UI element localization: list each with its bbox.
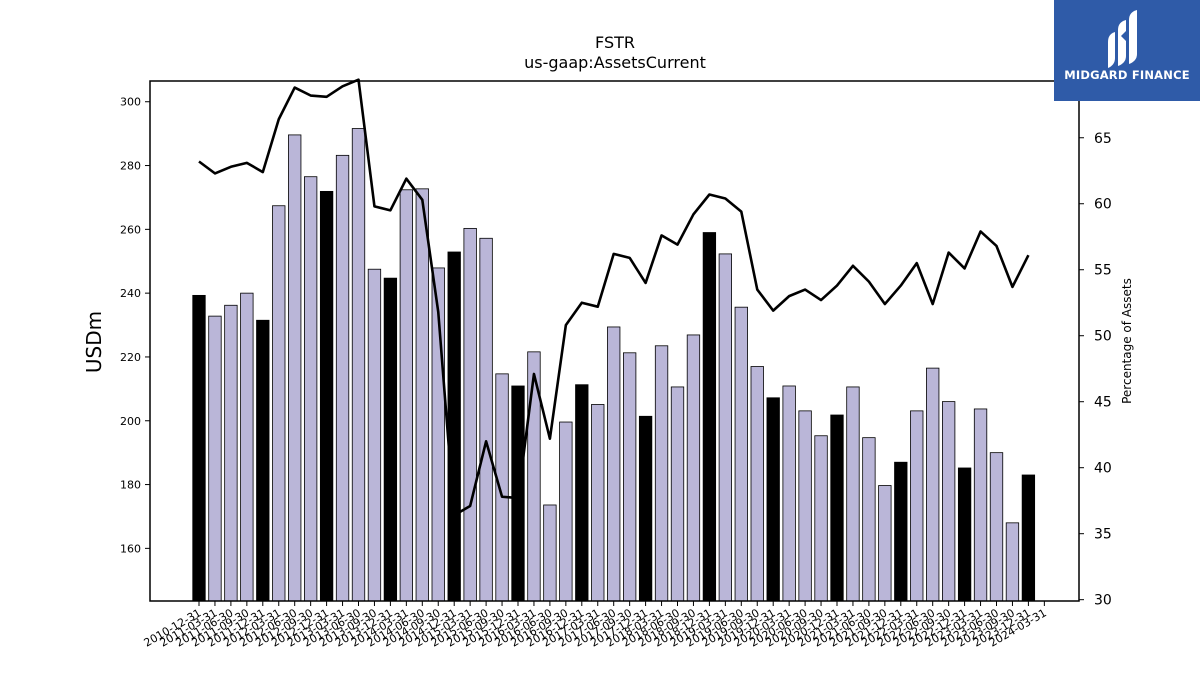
bar-2017-12-31 [638, 415, 653, 602]
bar-2021-12-31 [894, 461, 908, 602]
bar-2015-09-30 [495, 373, 509, 602]
y2-tick-label: 55 [1094, 263, 1112, 279]
logo-text: MIDGARD FINANCE [1064, 68, 1190, 82]
bar-2022-06-30 [926, 367, 940, 602]
bar-2013-03-31 [335, 154, 350, 602]
y-tick-label: 200 [120, 415, 141, 428]
bar-2015-06-30 [479, 237, 493, 602]
bar-2011-03-31 [208, 315, 222, 602]
bar-2010-12-31 [192, 294, 206, 602]
bar-2018-03-31 [654, 345, 669, 602]
bar-2016-12-31 [575, 384, 589, 602]
bar-2014-03-31 [399, 189, 414, 602]
bar-2022-09-30 [942, 401, 956, 602]
bar-2016-06-30 [543, 504, 557, 602]
y2-tick-label: 65 [1094, 131, 1112, 147]
y2-tick-label: 40 [1094, 461, 1112, 477]
midgard-finance-logo: MIDGARD FINANCE [1054, 0, 1200, 101]
bar-2011-12-31 [256, 319, 270, 602]
y-tick-label: 300 [120, 96, 141, 109]
bar-2013-09-30 [367, 268, 382, 602]
y-tick-label: 280 [120, 160, 141, 173]
bar-2023-06-30 [989, 452, 1004, 602]
bar-2019-03-31 [718, 253, 732, 602]
bar-2018-09-30 [686, 334, 701, 602]
y-tick-label: 160 [120, 542, 141, 555]
bar-2022-12-31 [957, 467, 972, 602]
bar-2014-06-30 [415, 188, 429, 602]
bar-2023-09-30 [1005, 522, 1020, 602]
bar-2018-12-31 [702, 232, 717, 602]
y-tick-label: 220 [120, 351, 141, 364]
bar-2016-09-30 [559, 421, 573, 602]
bar-2013-06-30 [351, 128, 366, 602]
bar-2015-03-31 [463, 227, 477, 602]
bar-2021-09-30 [878, 485, 892, 602]
bar-2020-09-30 [814, 435, 828, 602]
bar-2023-03-31 [973, 408, 988, 602]
bar-2021-03-31 [846, 386, 860, 602]
bar-2018-06-30 [670, 386, 685, 602]
bar-2017-06-30 [607, 326, 621, 602]
bar-2020-03-31 [782, 385, 796, 602]
y-tick-label: 260 [120, 223, 141, 236]
bar-2012-06-30 [288, 134, 302, 602]
percentage-line [198, 78, 1030, 517]
bar-2017-03-31 [591, 404, 605, 602]
bar-2019-09-30 [750, 366, 764, 602]
y2-tick-label: 60 [1094, 197, 1112, 213]
bar-2023-12-31 [1021, 474, 1036, 602]
chart-subtitle: us-gaap:AssetsCurrent [524, 53, 706, 72]
y2-tick-label: 35 [1094, 527, 1112, 543]
y2-tick-label: 30 [1094, 593, 1112, 609]
bar-2011-09-30 [240, 292, 254, 602]
y2-tick-label: 45 [1094, 395, 1112, 411]
plot-frame [149, 80, 1080, 602]
bar-2021-06-30 [862, 437, 876, 602]
y-tick-label: 240 [120, 287, 141, 300]
bar-2019-06-30 [734, 306, 748, 602]
bar-2013-12-31 [383, 277, 398, 602]
bar-2020-06-30 [798, 410, 812, 602]
bar-2012-09-30 [303, 176, 318, 602]
bar-2012-03-31 [272, 205, 286, 602]
chart-title: FSTR [595, 33, 635, 52]
bar-2022-03-31 [910, 410, 924, 602]
y-tick-label: 180 [120, 479, 141, 492]
y-axis-label: USDm [82, 311, 106, 373]
y2-tick-label: 50 [1094, 329, 1112, 345]
bar-2011-06-30 [224, 304, 238, 602]
y2-axis-label: Percentage of Assets [1120, 278, 1134, 404]
bar-2014-12-31 [447, 251, 461, 602]
bar-2019-12-31 [766, 397, 780, 602]
bar-2017-09-30 [623, 352, 637, 602]
bar-2020-12-31 [830, 414, 844, 602]
bar-2012-12-31 [319, 190, 334, 602]
midgard-logo-mark-icon [1108, 10, 1137, 68]
